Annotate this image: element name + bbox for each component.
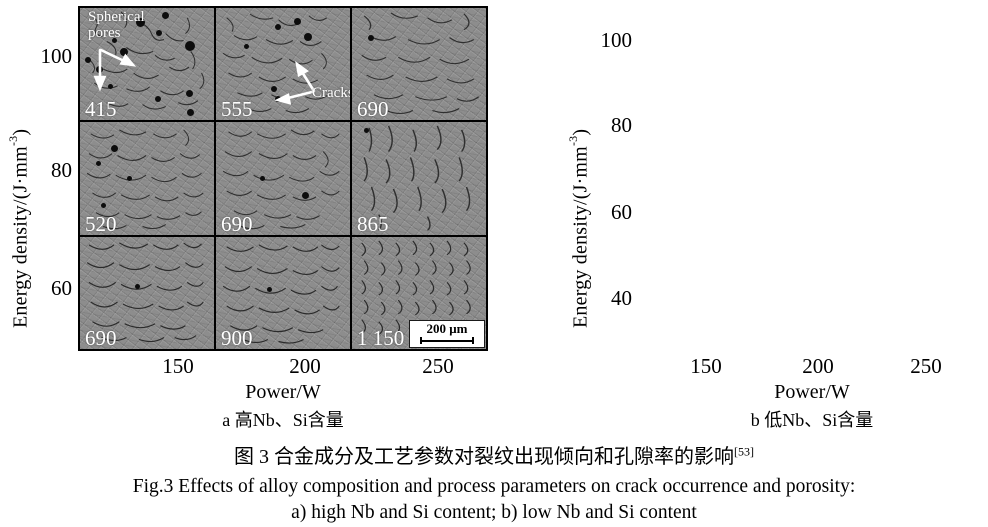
panel-a-y-axis-label-sup: -3: [6, 135, 20, 147]
spherical-pore: [260, 176, 266, 182]
figure-caption-english-line2: a) high Nb and Si content; b) low Nb and…: [291, 502, 697, 524]
annotation-cracks-label: Cracks: [312, 85, 350, 101]
annotation-spherical-pores-line1: Spherical: [88, 9, 145, 25]
panel-a-tile-label: 690: [357, 97, 389, 121]
panel-a-y-axis-label-tail: ): [9, 128, 32, 136]
figure-caption-reference: [53]: [734, 444, 754, 459]
spherical-pore: [368, 34, 375, 41]
panel-a-xtick-250: 250: [422, 354, 454, 378]
crack-texture-icon: [222, 244, 340, 344]
panel-a: Energy density/(J·mm-3) 100 80 60: [0, 0, 520, 430]
panel-b-ytick-100: 100: [600, 28, 633, 52]
panel-a-scale-bar-rule: [420, 337, 474, 344]
spherical-pore: [108, 84, 114, 90]
panel-a-tile-865[interactable]: 865: [352, 122, 486, 235]
panel-a-tile-label: 865: [357, 211, 389, 235]
crack-texture-icon: [361, 12, 480, 114]
figure-caption-english-line1: Fig.3 Effects of alloy composition and p…: [132, 476, 856, 497]
crack-texture-icon: [86, 129, 204, 230]
spherical-pore: [110, 144, 118, 152]
panel-a-tile-label: 1 150: [357, 325, 405, 349]
spherical-pore: [244, 43, 250, 49]
spherical-pore: [96, 160, 102, 166]
spherical-pore: [85, 57, 92, 64]
annotation-cracks: Cracks: [312, 85, 350, 102]
panel-a-tile-690-r3[interactable]: 690: [80, 236, 214, 349]
crack-texture-icon: [222, 129, 340, 230]
spherical-pore: [274, 23, 281, 30]
panel-a-tile-690-r2[interactable]: 690: [216, 122, 350, 235]
panel-a-tile-520[interactable]: 520: [80, 122, 214, 235]
panel-b: Energy density/(J·mm-3) 100 80 60 40: [560, 0, 988, 431]
panel-a-tile-label: 900: [221, 325, 253, 349]
panel-a-image-grid: Spherical pores 415: [78, 6, 488, 351]
spherical-pore: [134, 283, 140, 289]
panel-a-tile-label: 690: [221, 211, 253, 235]
spherical-pore: [156, 30, 163, 37]
spherical-pore: [126, 176, 132, 182]
annotation-spherical-pores: Spherical pores: [88, 9, 145, 42]
spherical-pore: [293, 18, 301, 26]
crack-texture-icon: [222, 13, 329, 114]
panel-a-tile-900[interactable]: 900: [216, 236, 350, 349]
panel-a-tile-415[interactable]: Spherical pores 415: [80, 8, 214, 121]
figure-caption-english: Fig.3 Effects of alloy composition and p…: [0, 474, 988, 527]
spherical-pore: [304, 32, 313, 41]
crack-texture-icon: [363, 126, 471, 232]
spherical-pore: [161, 12, 169, 20]
panel-a-ytick-60: 60: [51, 276, 72, 300]
panel-b-x-axis-label: Power/W: [774, 381, 850, 403]
spherical-pore: [187, 109, 195, 117]
panel-a-xtick-150: 150: [162, 354, 194, 378]
annotation-spherical-pores-line2: pores: [88, 24, 121, 41]
panel-a-subcaption: a 高Nb、Si含量: [222, 410, 344, 430]
annotation-arrow-icon: [274, 61, 316, 105]
spherical-pore: [136, 18, 146, 28]
panel-a-ytick-80: 80: [51, 158, 72, 182]
spherical-pore: [155, 95, 162, 102]
panel-a-scale-bar-label: 200 μm: [426, 320, 468, 336]
panel-a-x-axis-label: Power/W: [245, 381, 321, 403]
panel-b-ytick-80: 80: [611, 113, 632, 137]
crack-texture-icon: [361, 240, 471, 335]
spherical-pore: [364, 127, 370, 133]
panel-b-y-axis-label-sup: -3: [566, 135, 580, 147]
panel-a-xtick-200: 200: [289, 354, 321, 378]
panel-b-xtick-150: 150: [690, 354, 722, 378]
panel-b-subcaption: b 低Nb、Si含量: [750, 410, 874, 430]
panel-a-scale-bar: 200 μm: [409, 319, 485, 348]
spherical-pore: [184, 40, 195, 51]
panel-a-tile-555[interactable]: Cracks 555: [216, 8, 350, 121]
spherical-pore: [301, 191, 309, 199]
spherical-pore: [270, 85, 277, 92]
crack-texture-icon: [86, 242, 204, 342]
panel-a-tile-label: 520: [85, 211, 117, 235]
spherical-pore: [112, 38, 118, 44]
spherical-pore: [266, 287, 272, 293]
panel-b-ytick-40: 40: [611, 286, 632, 310]
spherical-pore: [120, 48, 129, 57]
panel-b-ytick-60: 60: [611, 200, 632, 224]
panel-a-tile-label: 690: [85, 325, 117, 349]
panel-b-xtick-250: 250: [910, 354, 942, 378]
figure-caption-chinese-text: 图 3 合金成分及工艺参数对裂纹出现倾向和孔隙率的影响: [234, 446, 734, 468]
figure-caption-chinese: 图 3 合金成分及工艺参数对裂纹出现倾向和孔隙率的影响[53]: [0, 440, 988, 469]
spherical-pore: [185, 89, 193, 97]
panel-a-tile-690-r1[interactable]: 690: [352, 8, 486, 121]
crack-texture-icon: [88, 11, 205, 110]
annotation-arrow-icon: [93, 48, 137, 92]
panel-a-tile-1150[interactable]: 1 150 200 μm: [352, 236, 486, 349]
scale-bar-tick-right-icon: [472, 337, 474, 344]
panel-b-y-axis-label: Energy density/(J·mm-3): [566, 28, 593, 328]
panel-b-xtick-200: 200: [802, 354, 834, 378]
panel-a-ytick-100: 100: [40, 44, 73, 68]
spherical-pore: [101, 203, 107, 209]
panel-a-tile-label: 555: [221, 97, 253, 121]
panel-a-tile-label: 415: [85, 97, 117, 121]
